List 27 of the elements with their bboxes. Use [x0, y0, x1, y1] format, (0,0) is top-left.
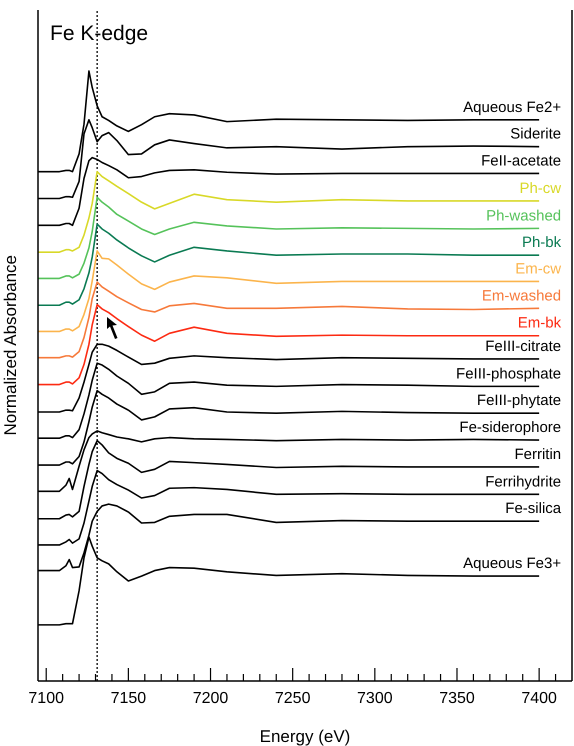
series-label: Em-washed — [482, 287, 562, 304]
series-label: Fe-siderophore — [459, 419, 562, 436]
series-label: Ph-washed — [486, 207, 562, 224]
x-tick-label: 7350 — [439, 690, 475, 707]
chart-title: Fe K-edge — [50, 22, 148, 46]
x-tick-label: 7250 — [274, 690, 311, 707]
series-label: FeIII-phytate — [476, 392, 562, 410]
x-tick-label: 7300 — [357, 690, 393, 707]
series-label: Ferrihydrite — [485, 473, 562, 490]
series-label: Fe-silica — [505, 500, 562, 518]
series-label: Em-bk — [518, 314, 562, 332]
series-label: Ph-cw — [519, 180, 562, 197]
x-tick-label: 7150 — [110, 690, 146, 707]
y-axis-title: Normalized Absorbance — [1, 255, 20, 436]
x-axis-title: Energy (eV) — [260, 727, 350, 746]
x-tick-label: 7100 — [28, 690, 64, 707]
series-label: Aqueous Fe2+ — [463, 98, 562, 116]
series-label: Em-cw — [515, 260, 562, 278]
series-label: Ferritin — [514, 446, 562, 463]
series-label: FeII-acetate — [481, 152, 562, 170]
series-label: FeIII-citrate — [485, 338, 562, 355]
series-label: Ph-bk — [522, 234, 562, 252]
series-label: FeIII-phosphate — [456, 365, 562, 382]
x-tick-label: 7200 — [192, 690, 228, 707]
series-label: Aqueous Fe3+ — [463, 555, 562, 572]
series-label: Siderite — [510, 126, 562, 143]
x-tick-label: 7400 — [521, 690, 558, 707]
